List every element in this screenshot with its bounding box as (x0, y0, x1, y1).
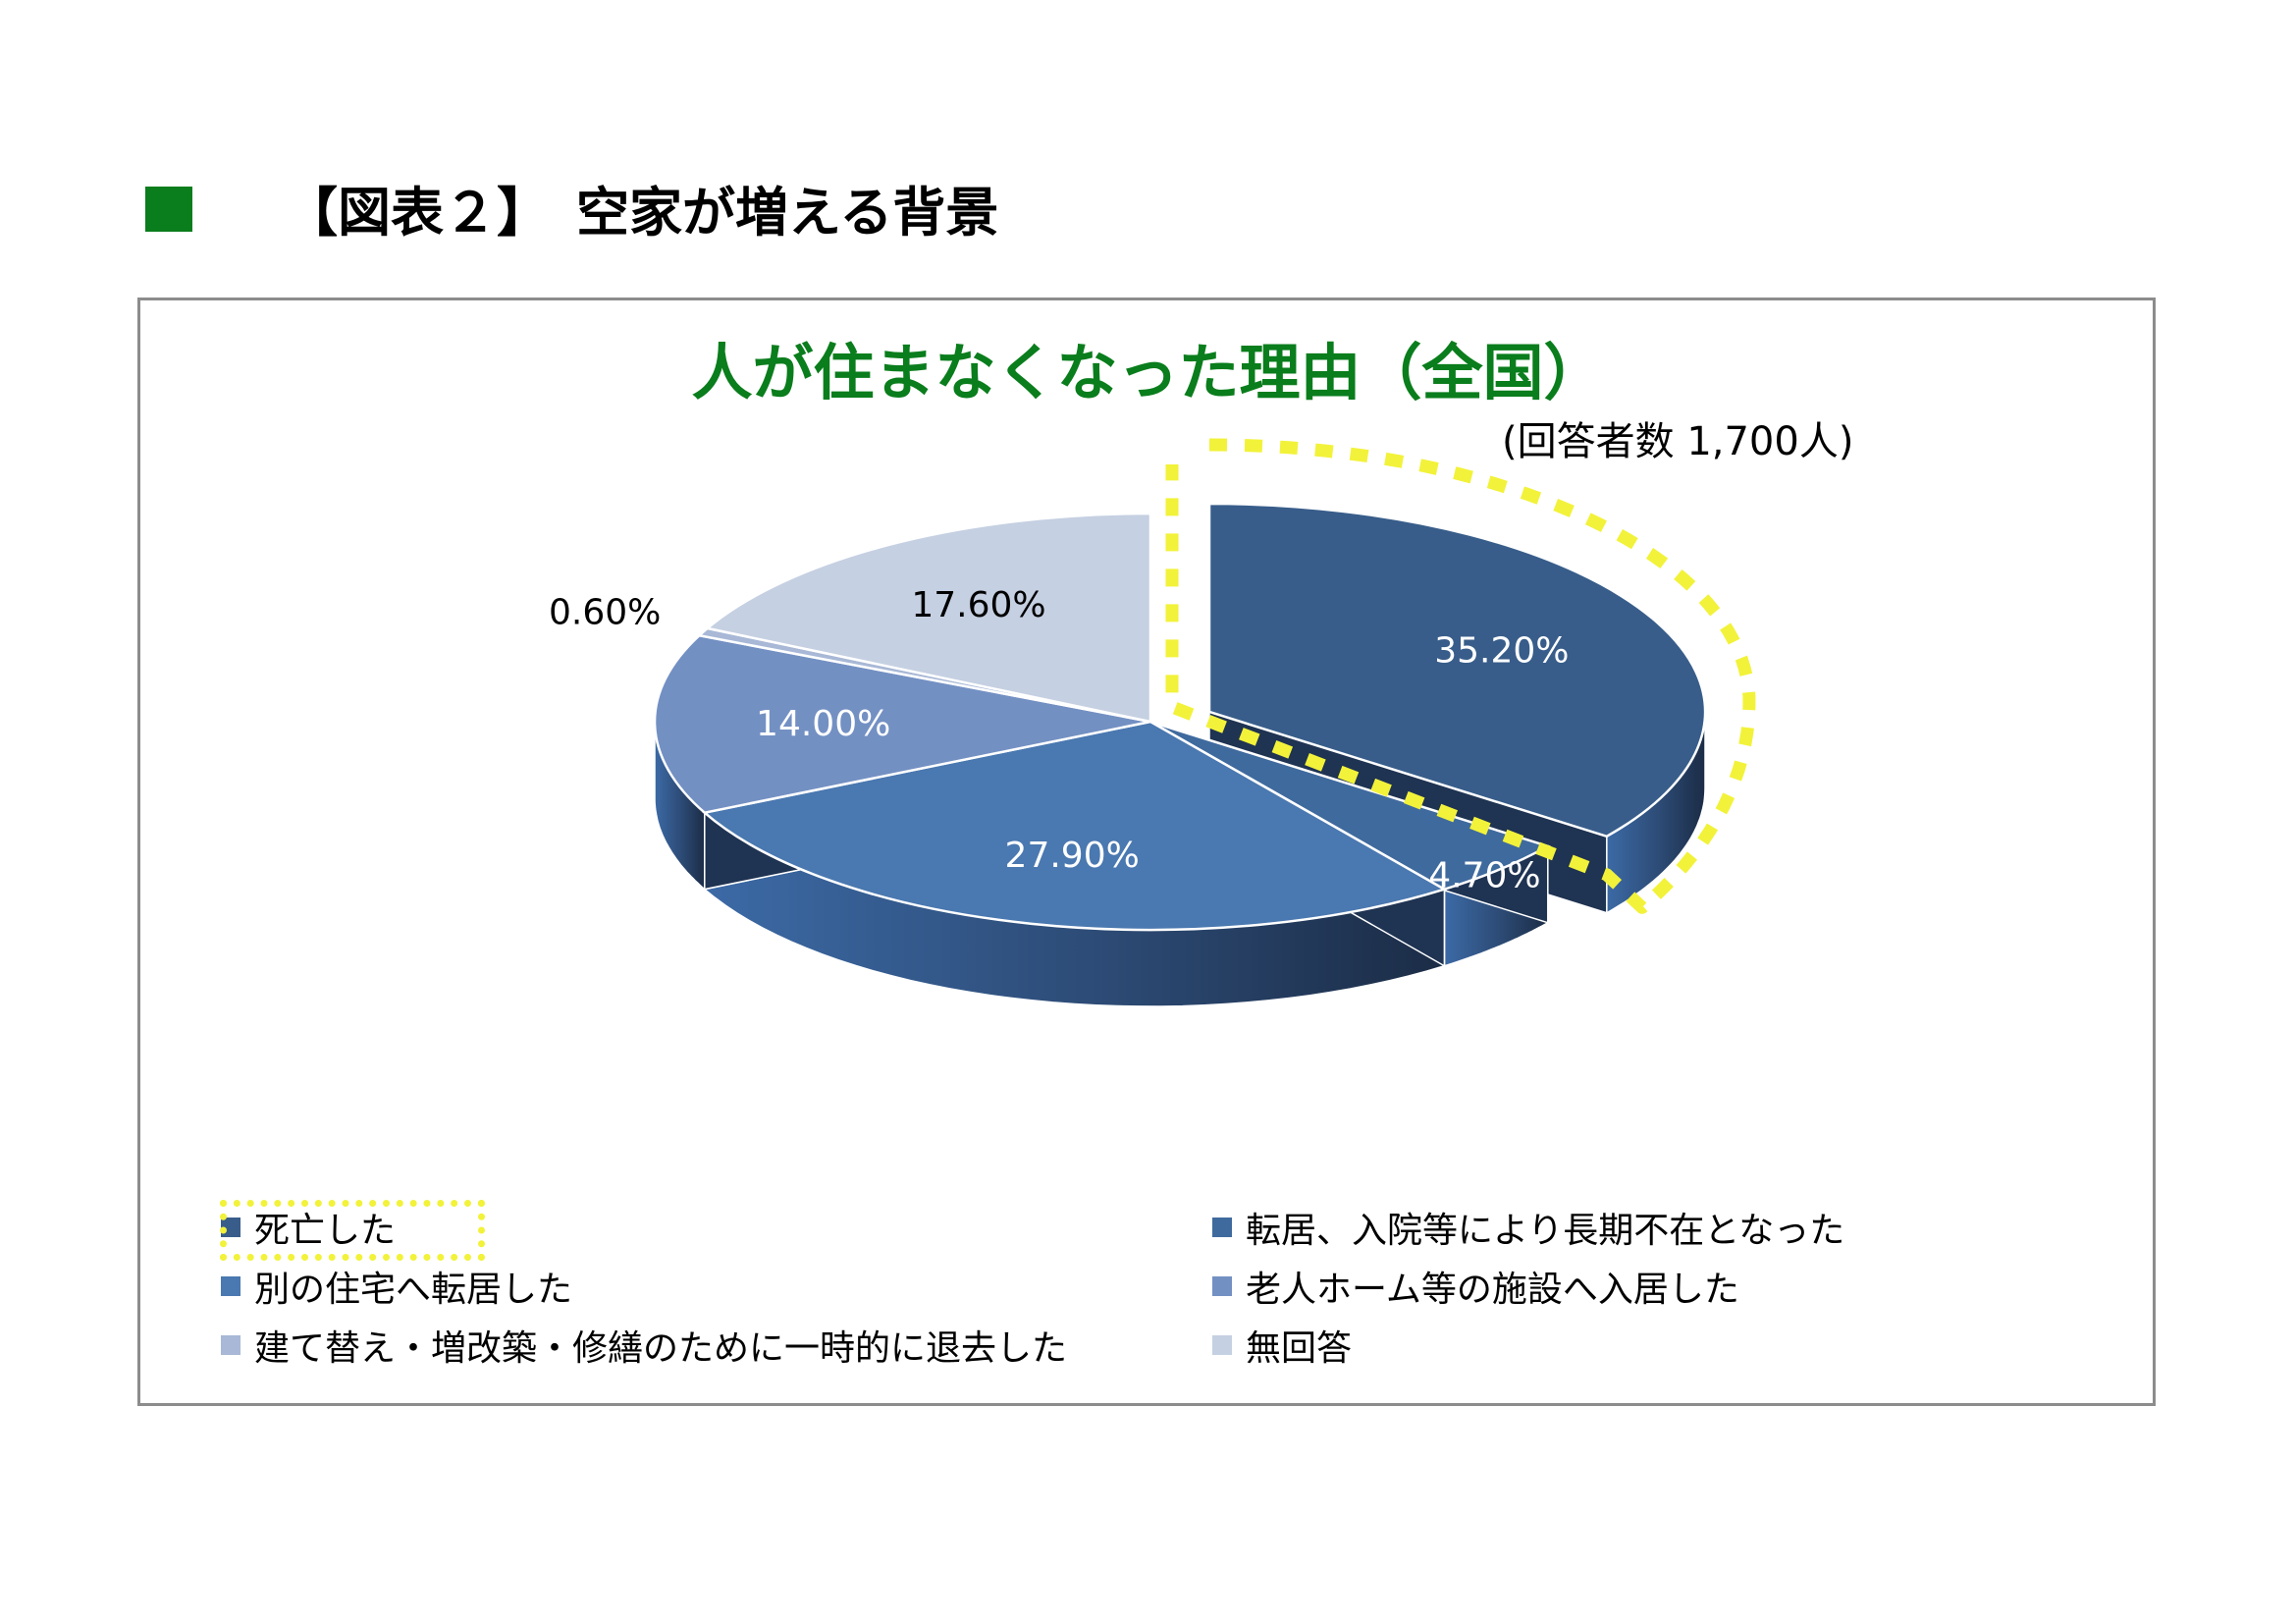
legend-item-1: 転居、入院等により長期不在となった (1212, 1204, 1844, 1251)
legend-swatch (221, 1276, 240, 1296)
data-label-5: 17.60% (911, 585, 1045, 625)
legend-item-0: 死亡した (221, 1204, 396, 1251)
legend-swatch (1212, 1276, 1232, 1296)
legend-label: 無回答 (1246, 1328, 1353, 1369)
pie-slices (653, 502, 1707, 932)
legend-item-2: 別の住宅へ転居した (221, 1263, 572, 1310)
legend-label: 建て替え・増改築・修繕のために一時的に退去した (254, 1328, 1068, 1369)
data-label-2: 27.90% (1005, 836, 1140, 876)
highlight-outline (1165, 438, 1756, 914)
chart-frame (137, 298, 2156, 1406)
data-label-3: 14.00% (756, 704, 890, 744)
legend-swatch (1212, 1218, 1232, 1237)
legend-label: 別の住宅へ転居した (254, 1270, 573, 1310)
chart-subtitle: (回答者数 1,700人) (1502, 419, 1854, 464)
page-title: 【図表２】 空家が増える背景 (285, 182, 999, 244)
data-label-4: 0.60% (549, 592, 661, 632)
pie-slice-2 (702, 720, 1448, 932)
legend-label: 転居、入院等により長期不在となった (1246, 1211, 1845, 1251)
pie-slice-0 (1207, 502, 1707, 839)
data-label-0: 35.20% (1434, 630, 1569, 671)
chart-title: 人が住まなくなった理由（全国） (691, 337, 1605, 408)
section-marker (145, 187, 192, 232)
data-labels: 35.20% 4.70% 27.90% 14.00% 0.60% 17.60% (549, 585, 1570, 895)
legend-highlight-box (220, 1200, 485, 1261)
pie-slice-3 (653, 633, 1151, 815)
pie-slice-5 (704, 512, 1152, 724)
legend-label: 老人ホーム等の施設へ入居した (1246, 1270, 1739, 1310)
data-label-1: 4.70% (1428, 855, 1540, 895)
legend-item-3: 老人ホーム等の施設へ入居した (1212, 1263, 1739, 1310)
legend-item-5: 無回答 (1212, 1322, 1352, 1369)
legend-swatch (221, 1335, 240, 1355)
legend-label: 死亡した (254, 1211, 397, 1251)
legend-item-4: 建て替え・増改築・修繕のために一時的に退去した (221, 1322, 1067, 1369)
legend-swatch (1212, 1335, 1232, 1355)
